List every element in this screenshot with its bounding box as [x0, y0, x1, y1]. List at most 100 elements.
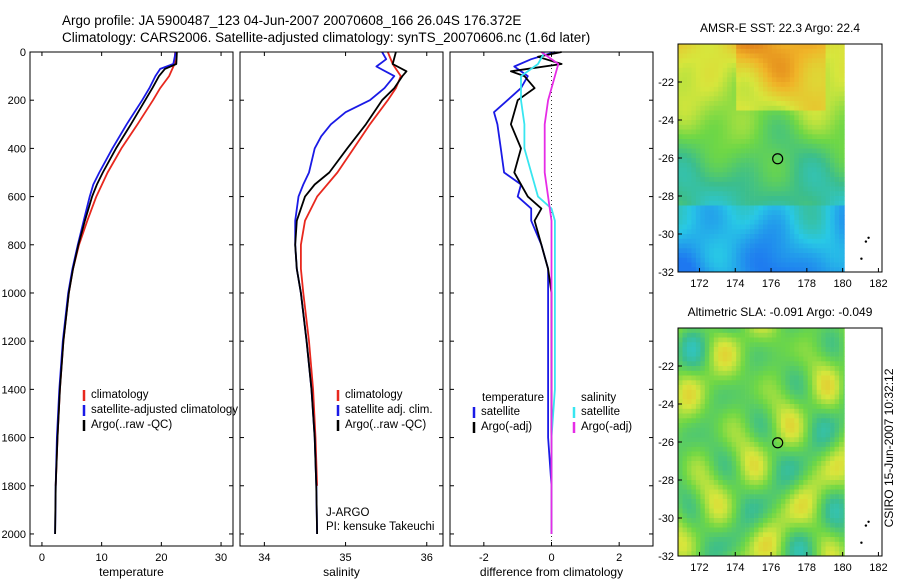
map-cell: [727, 494, 732, 500]
map-cell: [686, 44, 692, 49]
map-cell: [758, 143, 764, 149]
map-cell: [740, 238, 746, 244]
map-cell: [776, 91, 782, 97]
map-cell: [834, 167, 840, 173]
map-cell: [839, 267, 844, 273]
map-cell: [803, 408, 809, 414]
map-cell: [816, 375, 822, 381]
map-cell: [776, 347, 782, 352]
map-cell: [749, 375, 755, 381]
map-cell: [718, 238, 724, 244]
map-cell: [767, 446, 773, 452]
map-cell: [678, 101, 683, 106]
map-cell: [731, 389, 737, 395]
map-cell: [686, 494, 692, 500]
map-cell: [754, 224, 759, 230]
map-cell: [839, 153, 844, 159]
map-cell: [812, 186, 817, 192]
map-cell: [830, 219, 835, 225]
map-cell: [767, 527, 773, 533]
map-cell: [821, 115, 826, 121]
map-cell: [704, 105, 710, 111]
map-cell: [798, 394, 804, 400]
map-cell: [736, 262, 741, 268]
map-cell: [740, 499, 746, 504]
map-cell: [763, 91, 768, 97]
map-cell: [682, 48, 688, 54]
map-cell: [745, 503, 750, 509]
map-cell: [709, 129, 715, 135]
map-cell: [839, 110, 844, 116]
map-cell: [771, 408, 777, 414]
map-cell: [695, 532, 701, 538]
map-cell: [794, 399, 800, 405]
map-cell: [718, 177, 724, 182]
map-cell: [839, 451, 844, 457]
map-cell: [794, 385, 800, 390]
map-cell: [816, 44, 822, 49]
map-cell: [776, 541, 782, 547]
map-cell: [794, 413, 800, 419]
map-cell: [713, 82, 719, 87]
map-cell: [803, 456, 809, 462]
map-cell: [731, 243, 737, 249]
y-tick-label: -26: [658, 153, 674, 165]
map-cell: [825, 470, 831, 476]
map-cell: [789, 446, 795, 452]
map-cell: [839, 513, 844, 519]
map-cell: [816, 148, 822, 154]
map-cell: [794, 451, 800, 457]
map-cell: [709, 210, 715, 216]
map-cell: [803, 366, 809, 371]
map-cell: [812, 418, 817, 424]
map-cell: [722, 503, 728, 509]
map-cell: [825, 546, 831, 552]
map-cell: [830, 191, 835, 197]
map-cell: [789, 480, 795, 485]
map-cell: [807, 418, 813, 424]
map-cell: [816, 446, 822, 452]
map-cell: [745, 96, 750, 102]
map-cell: [718, 124, 724, 130]
map-cell: [722, 248, 728, 254]
map-cell: [740, 210, 746, 216]
map-cell: [722, 522, 728, 528]
map-cell: [691, 86, 697, 92]
map-cell: [763, 541, 768, 547]
map-cell: [834, 361, 840, 367]
map-cell: [722, 527, 728, 533]
map-cell: [727, 158, 732, 163]
map-cell: [825, 380, 831, 386]
map-cell: [740, 139, 746, 144]
map-cell: [704, 461, 710, 466]
map-cell: [722, 461, 728, 466]
map-cell: [821, 484, 826, 490]
map-cell: [776, 442, 782, 447]
map-cell: [803, 215, 809, 220]
map-cell: [843, 257, 845, 263]
map-cell: [686, 153, 692, 159]
map-cell: [812, 148, 817, 154]
map-cell: [678, 110, 683, 116]
map-cell: [821, 77, 826, 83]
map-cell: [700, 404, 706, 409]
map-cell: [834, 162, 840, 168]
map-cell: [678, 229, 683, 235]
map-cell: [803, 522, 809, 528]
map-cell: [758, 210, 764, 216]
map-cell: [839, 143, 844, 149]
map-cell: [758, 148, 764, 154]
map-cell: [727, 115, 732, 121]
map-cell: [767, 91, 773, 97]
map-cell: [789, 356, 795, 362]
map-cell: [816, 257, 822, 263]
map-cell: [713, 356, 719, 362]
map-cell: [695, 205, 701, 211]
map-cell: [812, 58, 817, 64]
map-cell: [686, 167, 692, 173]
map-cell: [789, 437, 795, 443]
map-cell: [816, 342, 822, 348]
map-cell: [794, 158, 800, 163]
map-cell: [736, 342, 741, 348]
map-cell: [830, 44, 835, 49]
